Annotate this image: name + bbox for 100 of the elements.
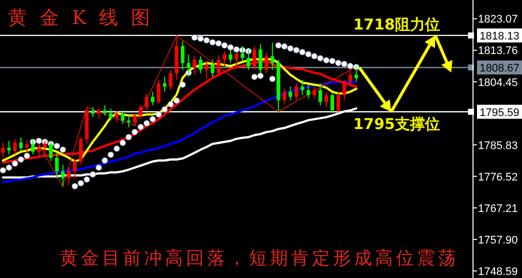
point [102, 157, 108, 164]
point [287, 45, 294, 52]
candlestick [348, 69, 352, 88]
point [156, 111, 162, 118]
point [215, 40, 222, 46]
candlestick [102, 104, 107, 116]
point [84, 176, 90, 183]
point [341, 60, 348, 68]
candlestick [19, 136, 23, 152]
point [138, 124, 144, 130]
candlestick [204, 60, 208, 79]
point [90, 171, 96, 178]
point [305, 51, 312, 58]
candlestick [132, 113, 137, 126]
point [24, 152, 30, 159]
candlestick [150, 91, 154, 106]
candlestick [1, 142, 5, 158]
candlestick [282, 88, 286, 104]
point [311, 53, 318, 60]
candlestick [49, 140, 53, 162]
point [6, 164, 12, 171]
point [150, 116, 156, 122]
point [120, 140, 126, 146]
point [60, 146, 66, 153]
candlestick [180, 40, 184, 70]
candlestick [37, 144, 41, 158]
point [269, 76, 276, 82]
y-tick-label: 1785.83 [478, 140, 518, 152]
point [36, 138, 42, 144]
point [323, 57, 330, 64]
point [299, 49, 306, 56]
point [174, 97, 180, 104]
point [221, 42, 228, 48]
ref-label: 1818.13 [480, 30, 520, 42]
point [335, 60, 342, 66]
candlestick [264, 52, 268, 74]
candlestick [288, 86, 292, 101]
candlestick [61, 164, 65, 188]
candlestick [114, 110, 119, 123]
point [12, 160, 18, 167]
point [329, 58, 336, 64]
point [227, 44, 234, 51]
point [144, 120, 150, 126]
point [72, 183, 78, 190]
point [180, 82, 186, 88]
point [203, 37, 210, 44]
point [251, 74, 258, 80]
candlestick [79, 136, 83, 166]
point [54, 142, 60, 150]
candlestick [7, 140, 11, 155]
candlestick [144, 92, 148, 111]
y-tick-label: 1823.07 [478, 14, 518, 26]
candlestick [168, 69, 172, 91]
y-tick-label: 1767.21 [478, 202, 518, 215]
point [162, 106, 168, 112]
candlestick [240, 46, 244, 62]
point [293, 47, 300, 54]
candlestick [156, 79, 160, 104]
candlestick [330, 92, 334, 114]
candlestick [96, 107, 101, 120]
point [281, 43, 288, 50]
candlestick [120, 110, 125, 124]
candlestick [306, 84, 310, 100]
point [78, 180, 84, 186]
point [197, 36, 204, 42]
y-tick-label: 1776.52 [478, 171, 518, 184]
ref-label: 1795.59 [480, 106, 520, 119]
title: 黄金K线图 [8, 7, 164, 29]
candlestick [252, 46, 256, 70]
annotation: 黄金目前冲高回落，短期肯定形成高位震荡 [60, 248, 459, 269]
point [96, 164, 102, 171]
point [191, 34, 198, 41]
candlestick [91, 106, 95, 118]
candlestick [73, 157, 77, 179]
point [168, 101, 174, 108]
point [275, 42, 282, 48]
candlestick [270, 42, 274, 70]
candlestick [300, 79, 304, 96]
y-tick-label: 1748.59 [478, 266, 518, 278]
candlestick [108, 108, 113, 122]
y-tick-label: 1757.90 [478, 234, 518, 246]
candlestick [336, 91, 340, 114]
candlestick [67, 167, 71, 186]
point [209, 39, 216, 46]
candlestick [216, 56, 220, 78]
candlestick [312, 86, 316, 100]
candlestick [31, 138, 35, 155]
ref-label: 1808.67 [480, 62, 520, 74]
candlestick [246, 48, 250, 70]
annotation: 1795支撑位 [353, 114, 440, 133]
point [0, 167, 6, 174]
candlestick [294, 82, 298, 101]
annotation: 1718阻力位 [353, 15, 440, 34]
candlestick [186, 54, 190, 78]
point [347, 62, 354, 70]
candlestick [210, 59, 214, 78]
point [114, 146, 120, 152]
point [132, 128, 138, 136]
point [18, 156, 24, 163]
y-tick-label: 1813.76 [478, 45, 518, 58]
